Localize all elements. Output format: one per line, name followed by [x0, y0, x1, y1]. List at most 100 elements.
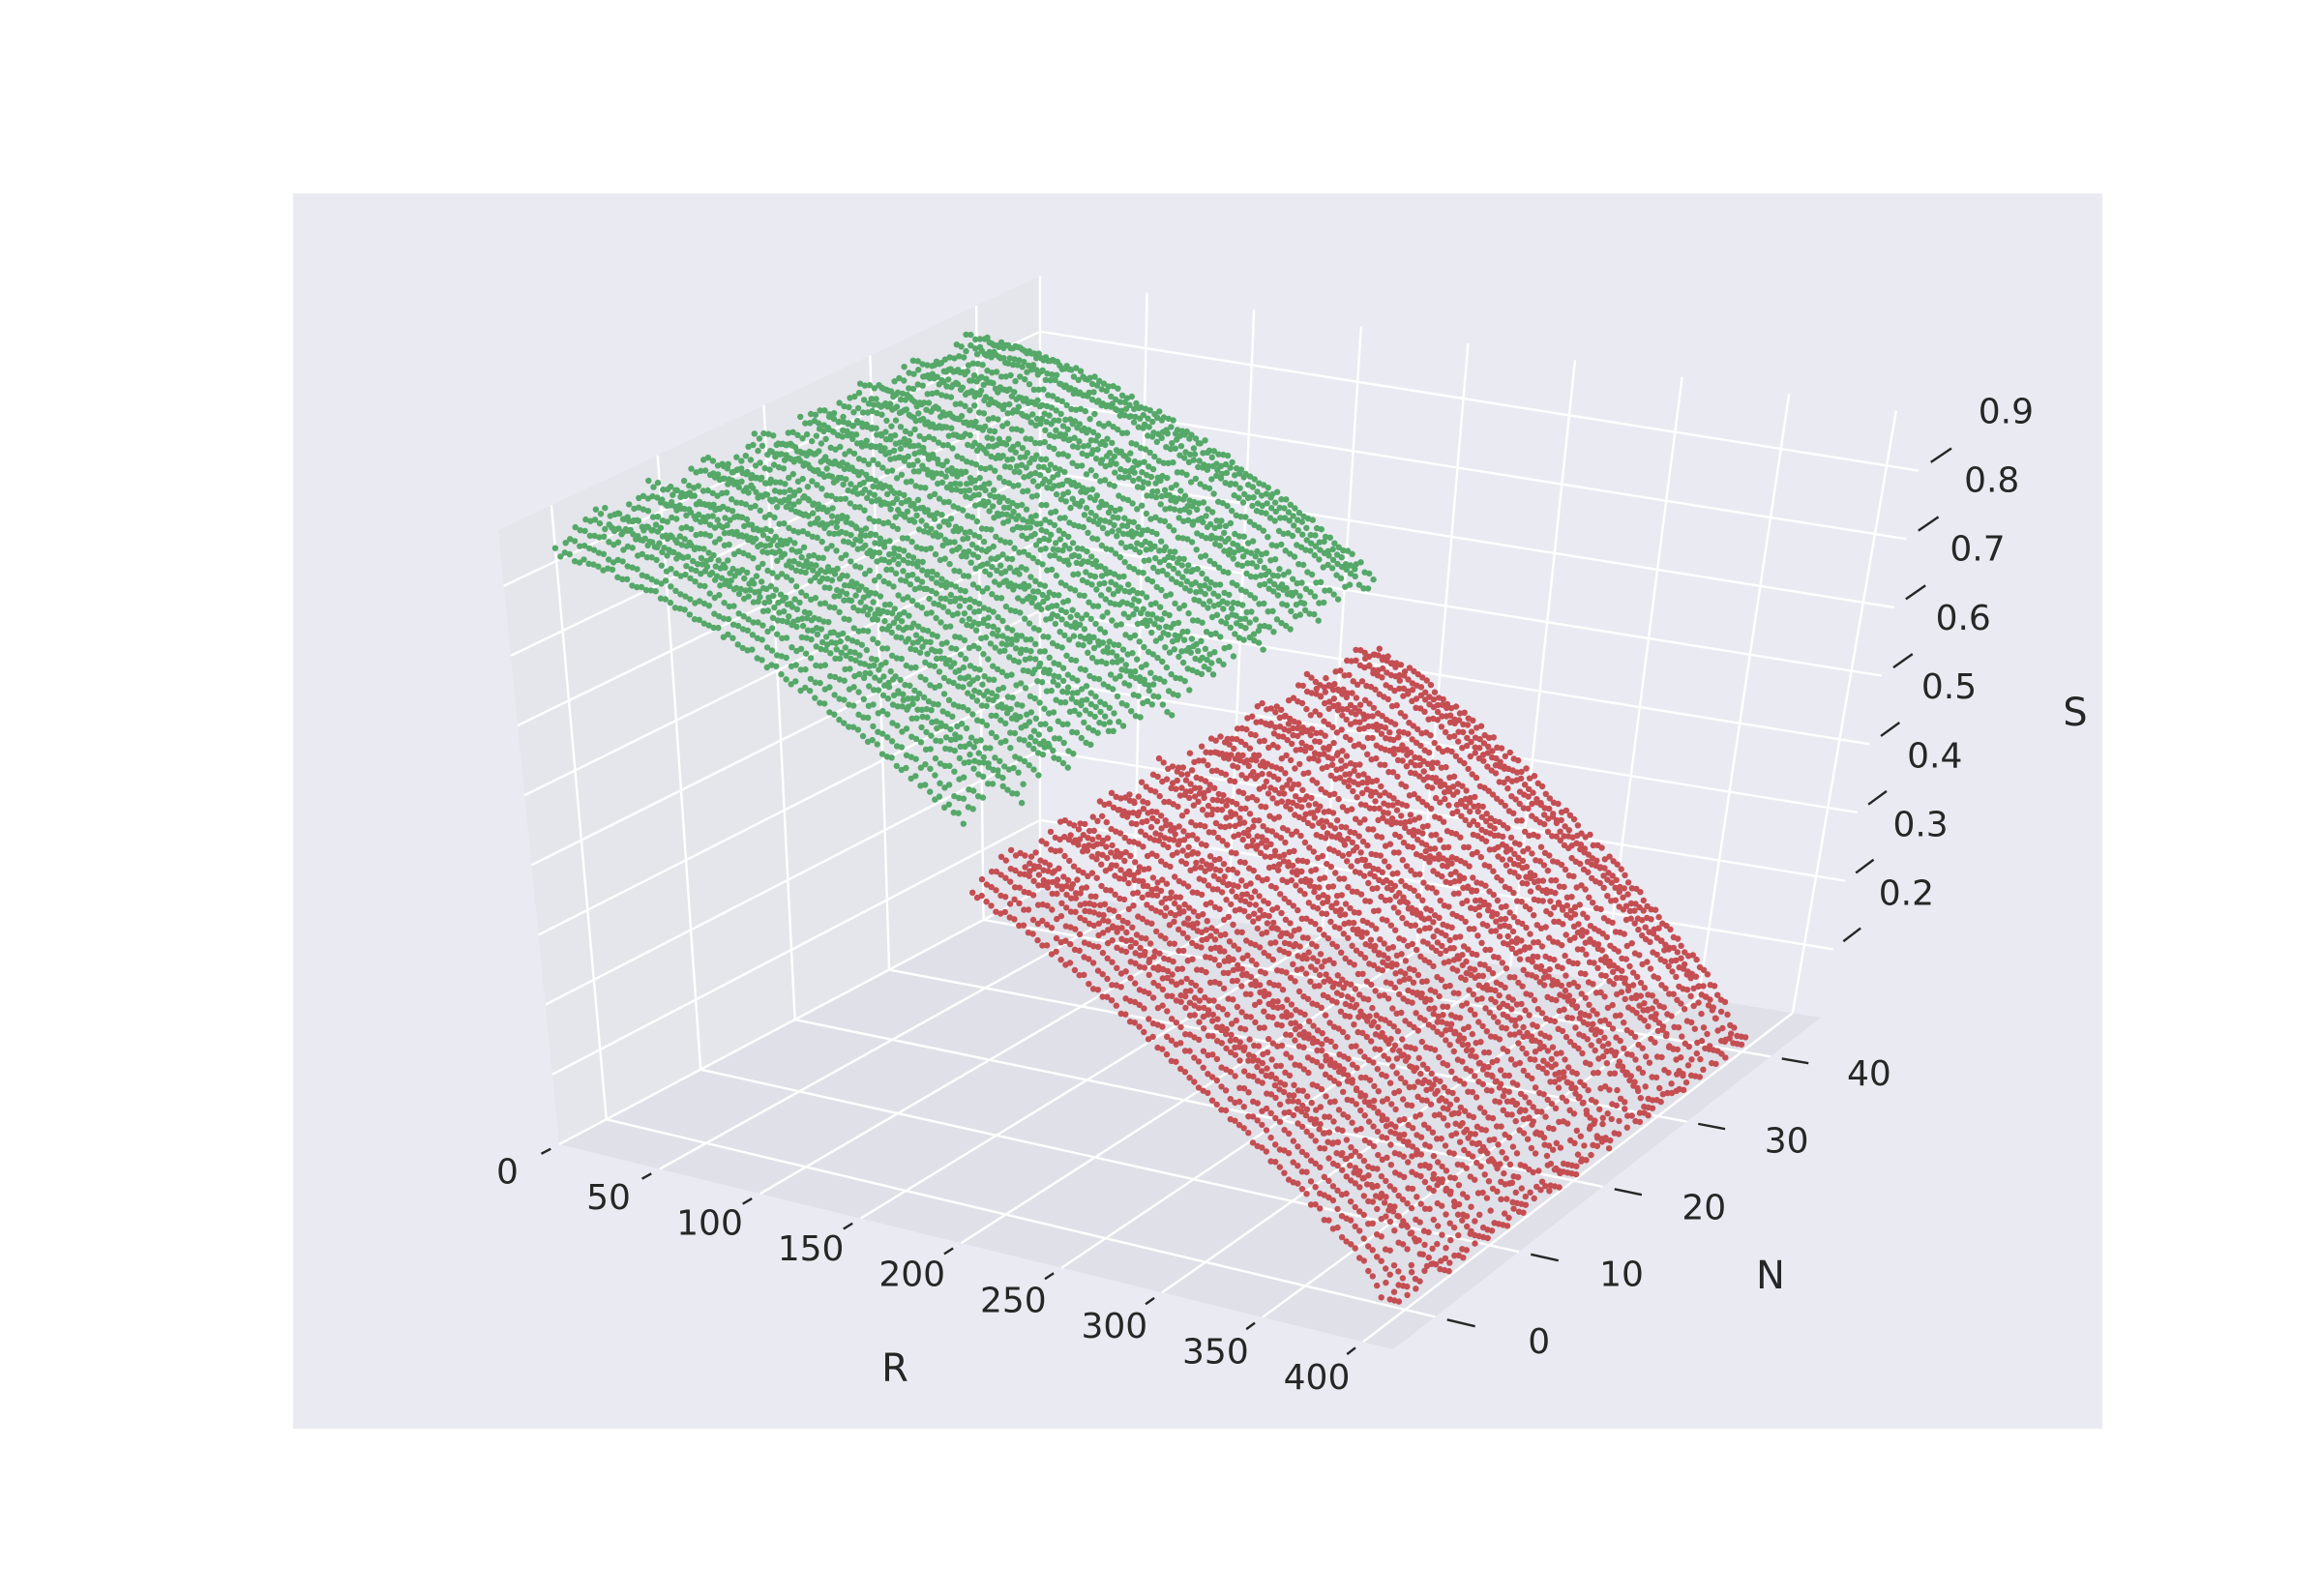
- data-point: [1498, 745, 1505, 752]
- data-point: [1272, 724, 1279, 731]
- data-point: [1674, 949, 1682, 956]
- data-point: [964, 535, 971, 542]
- data-point: [1170, 554, 1176, 561]
- data-point: [1323, 910, 1330, 917]
- data-point: [1559, 942, 1565, 949]
- data-point: [1584, 1036, 1592, 1043]
- data-point: [1289, 532, 1296, 540]
- data-point: [1254, 488, 1261, 495]
- data-point: [1496, 1099, 1503, 1106]
- data-point: [1471, 966, 1478, 973]
- data-point: [1525, 845, 1532, 852]
- data-point: [855, 472, 862, 479]
- data-point: [1251, 476, 1259, 483]
- data-point: [1186, 435, 1193, 442]
- data-point: [1690, 985, 1697, 992]
- data-point: [1338, 757, 1345, 764]
- data-point: [976, 343, 984, 351]
- data-point: [1281, 515, 1289, 521]
- data-point: [1259, 699, 1265, 707]
- data-point: [1520, 1130, 1528, 1137]
- data-point: [1137, 445, 1145, 452]
- data-point: [1409, 736, 1415, 743]
- data-point: [1561, 993, 1568, 1000]
- data-point: [1287, 920, 1294, 927]
- data-point: [1077, 405, 1085, 412]
- data-point: [997, 373, 1005, 380]
- data-point: [1558, 982, 1565, 990]
- data-point: [1590, 981, 1596, 988]
- data-point: [1186, 509, 1193, 516]
- data-point: [1232, 481, 1239, 488]
- data-point: [1378, 730, 1385, 737]
- data-point: [1670, 1046, 1677, 1052]
- data-point: [887, 432, 895, 440]
- data-point: [1378, 834, 1385, 841]
- data-point: [963, 553, 969, 560]
- data-point: [1311, 610, 1318, 618]
- data-point: [1051, 433, 1058, 440]
- data-point: [1119, 530, 1127, 538]
- data-point: [1491, 1136, 1498, 1143]
- data-point: [1516, 1015, 1524, 1021]
- data-point: [1221, 529, 1228, 537]
- data-point: [1065, 386, 1073, 393]
- data-point: [1190, 642, 1197, 650]
- data-point: [1644, 1007, 1652, 1014]
- data-point: [1682, 1079, 1690, 1086]
- data-point: [1113, 460, 1119, 467]
- data-point: [1524, 1136, 1532, 1142]
- data-point: [1027, 435, 1034, 443]
- data-point: [1266, 722, 1273, 729]
- z-tick: [1905, 584, 1926, 601]
- data-point: [1283, 602, 1291, 608]
- data-point: [1594, 964, 1601, 971]
- data-point: [1110, 686, 1116, 693]
- data-point: [990, 380, 997, 387]
- data-point: [770, 432, 777, 439]
- data-point: [1298, 518, 1306, 525]
- data-point: [1162, 644, 1169, 651]
- data-point: [997, 562, 1004, 569]
- data-point: [1117, 621, 1125, 628]
- data-point: [1231, 549, 1237, 556]
- data-point: [968, 331, 974, 339]
- data-point: [1459, 952, 1466, 959]
- tick-marks: [540, 447, 1952, 1355]
- data-point: [1009, 344, 1017, 352]
- data-point: [1499, 1149, 1505, 1156]
- data-point: [1158, 492, 1166, 500]
- data-point: [933, 590, 939, 597]
- data-point: [1176, 507, 1183, 514]
- data-point: [1083, 611, 1090, 618]
- data-point: [1617, 1012, 1623, 1019]
- data-point: [1351, 961, 1357, 968]
- data-point: [1053, 427, 1059, 433]
- data-point: [1552, 890, 1559, 897]
- data-point: [1489, 1114, 1497, 1122]
- data-point: [1510, 914, 1518, 921]
- data-point: [759, 442, 766, 450]
- data-point: [1551, 957, 1558, 963]
- data-point: [1355, 581, 1363, 588]
- data-point: [1419, 798, 1426, 806]
- data-point: [1041, 438, 1049, 446]
- data-point: [1574, 983, 1582, 990]
- data-point: [858, 443, 866, 450]
- data-point: [1058, 644, 1065, 651]
- data-point: [1445, 958, 1452, 965]
- data-point: [1566, 812, 1574, 818]
- data-point: [1681, 1006, 1688, 1013]
- data-point: [1208, 811, 1215, 818]
- data-point: [1316, 926, 1324, 933]
- data-point: [1427, 996, 1434, 1003]
- data-point: [1634, 973, 1641, 981]
- data-point: [1116, 506, 1123, 513]
- data-point: [1316, 884, 1323, 891]
- data-point: [1529, 800, 1535, 808]
- data-point: [1202, 590, 1208, 598]
- data-point: [1338, 991, 1345, 999]
- data-point: [1235, 494, 1242, 501]
- data-point: [902, 397, 908, 403]
- data-point: [975, 409, 983, 416]
